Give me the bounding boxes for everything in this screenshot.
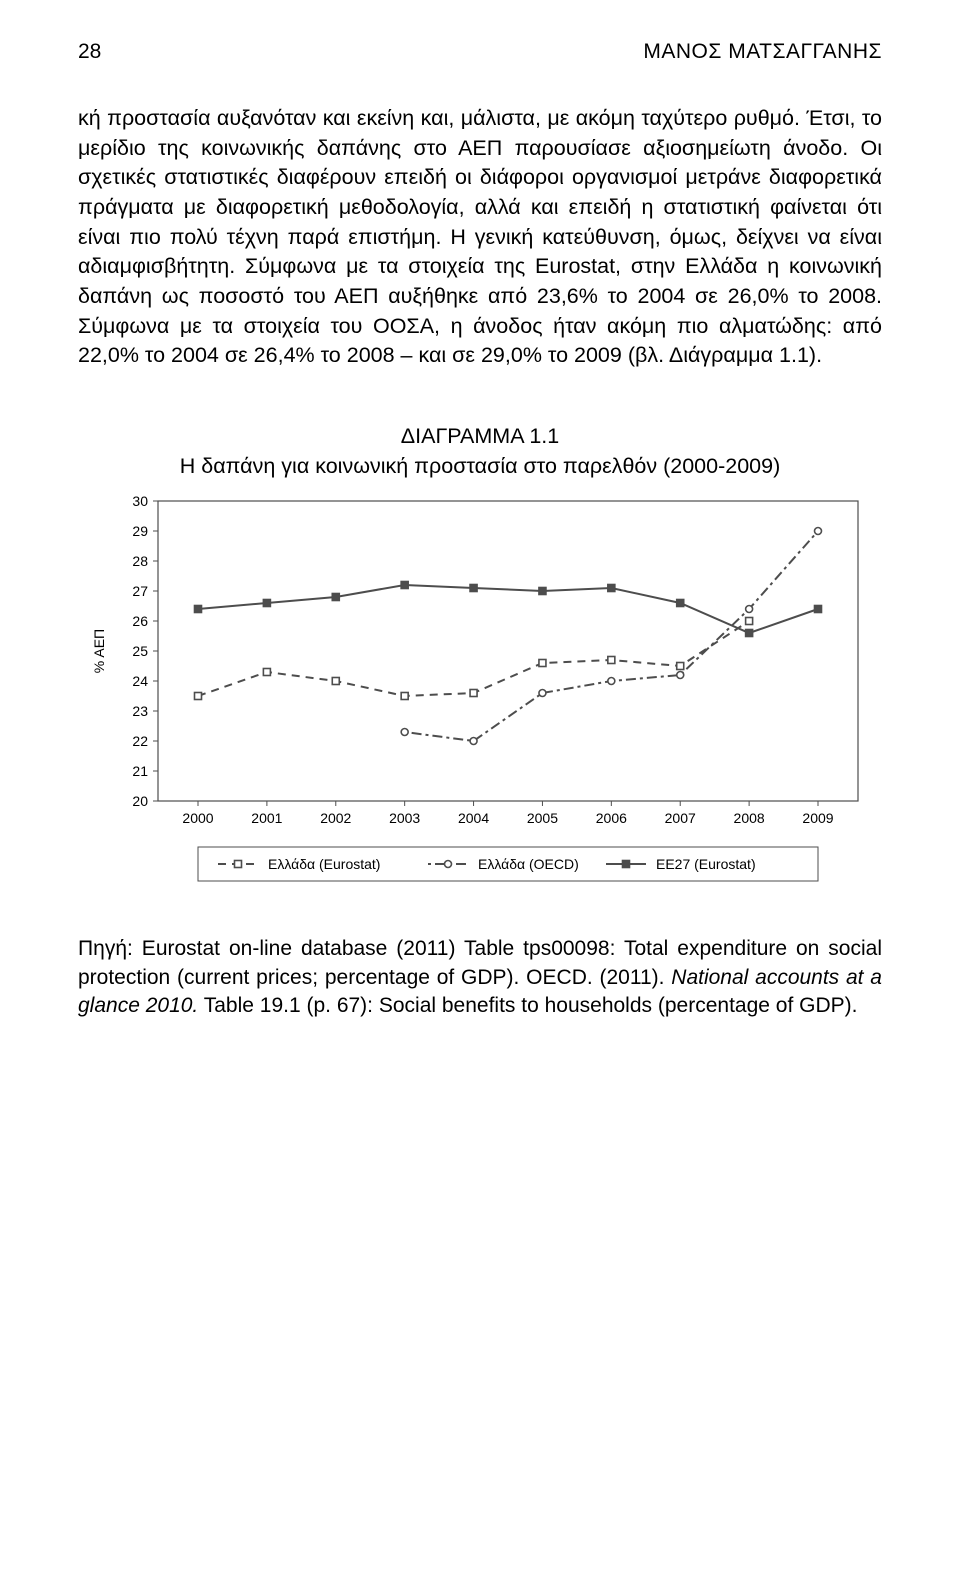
svg-text:27: 27 [132, 583, 148, 599]
svg-text:2007: 2007 [665, 810, 696, 826]
svg-text:26: 26 [132, 613, 148, 629]
svg-text:2002: 2002 [320, 810, 351, 826]
page-number: 28 [78, 40, 101, 64]
svg-text:21: 21 [132, 763, 148, 779]
svg-text:2001: 2001 [251, 810, 282, 826]
chart-container: 20 21 22 23 24 25 26 27 28 29 30 % ΑΕΠ 2000 2001 2002 2… [78, 489, 882, 914]
svg-text:2004: 2004 [458, 810, 489, 826]
svg-text:22: 22 [132, 733, 148, 749]
svg-text:24: 24 [132, 673, 148, 689]
svg-text:29: 29 [132, 523, 148, 539]
svg-text:Ελλάδα (OECD): Ελλάδα (OECD) [478, 856, 579, 872]
page-header: 28 ΜΑΝΟΣ ΜΑΤΣΑΓΓΑΝΗΣ [78, 40, 882, 64]
source-suffix: Table 19.1 (p. 67): Social benefits to h… [198, 994, 857, 1017]
svg-text:ΕΕ27 (Eurostat): ΕΕ27 (Eurostat) [656, 856, 756, 872]
svg-text:2005: 2005 [527, 810, 558, 826]
svg-text:23: 23 [132, 703, 148, 719]
svg-text:2000: 2000 [182, 810, 213, 826]
author-name: ΜΑΝΟΣ ΜΑΤΣΑΓΓΑΝΗΣ [643, 40, 882, 64]
diagram-title-block: ΔΙΑΓΡΑΜΜΑ 1.1 Η δαπάνη για κοινωνική προ… [78, 421, 882, 481]
svg-text:Ελλάδα (Eurostat): Ελλάδα (Eurostat) [268, 856, 380, 872]
diagram-subtitle: Η δαπάνη για κοινωνική προστασία στο παρ… [78, 451, 882, 481]
svg-text:20: 20 [132, 793, 148, 809]
line-chart: 20 21 22 23 24 25 26 27 28 29 30 % ΑΕΠ 2000 2001 2002 2… [78, 489, 882, 909]
source-note: Πηγή: Eurostat on-line database (2011) T… [78, 935, 882, 1021]
svg-text:% ΑΕΠ: % ΑΕΠ [91, 629, 107, 673]
svg-text:25: 25 [132, 643, 148, 659]
svg-text:2008: 2008 [734, 810, 765, 826]
svg-text:2009: 2009 [802, 810, 833, 826]
svg-text:2006: 2006 [596, 810, 627, 826]
svg-text:2003: 2003 [389, 810, 420, 826]
svg-text:30: 30 [132, 493, 148, 509]
diagram-label: ΔΙΑΓΡΑΜΜΑ 1.1 [78, 421, 882, 451]
body-paragraph: κή προστασία αυξανόταν και εκείνη και, μ… [78, 104, 882, 371]
svg-text:28: 28 [132, 553, 148, 569]
